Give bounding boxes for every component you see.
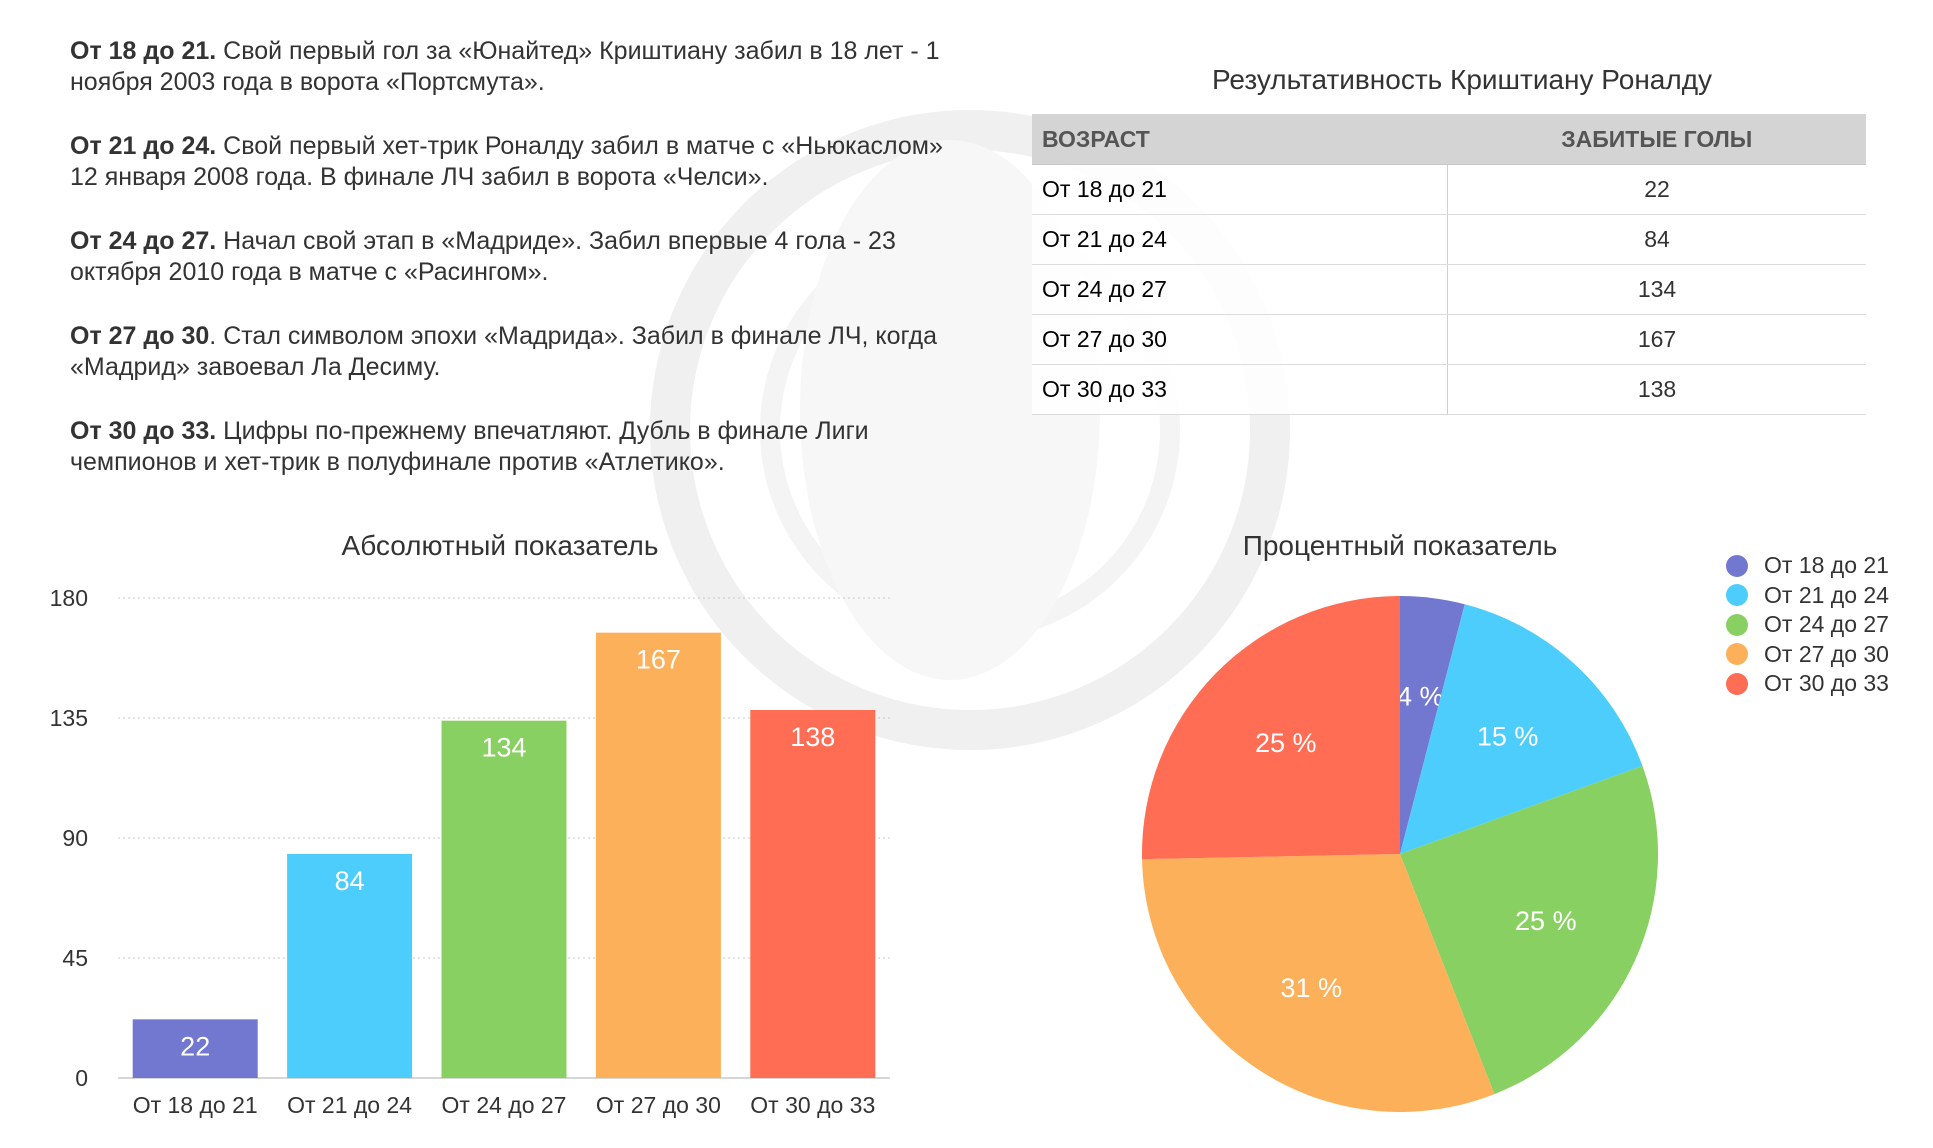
y-tick-label: 180: [50, 585, 88, 611]
legend-item: От 30 до 33: [1726, 669, 1889, 699]
legend-label: От 18 до 21: [1764, 552, 1889, 579]
story-paragraph: От 21 до 24. Свой первый хет-трик Роналд…: [70, 131, 950, 193]
bar-value-label: 22: [180, 1031, 210, 1061]
y-tick-label: 0: [75, 1065, 88, 1091]
goals-cell: 167: [1447, 314, 1866, 365]
pie-percent-label: 31 %: [1281, 973, 1343, 1003]
legend-label: От 21 до 24: [1764, 581, 1889, 608]
legend-swatch: [1726, 613, 1748, 636]
legend-swatch: [1726, 584, 1748, 607]
story-paragraph: От 30 до 33. Цифры по-прежнему впечатляю…: [70, 416, 950, 478]
story-lead: От 21 до 24.: [70, 132, 217, 160]
bar: [287, 854, 413, 1078]
bar-value-label: 84: [335, 866, 365, 896]
legend-item: От 18 до 21: [1726, 551, 1889, 581]
y-tick-label: 45: [62, 945, 88, 971]
x-tick-label: От 18 до 21: [133, 1092, 258, 1118]
pie-chart-title: Процентный показатель: [1242, 530, 1558, 561]
pie-legend: От 18 до 21 От 21 до 24 От 24 до 27 От 27 д…: [1726, 551, 1889, 699]
goals-table: ВОЗРАСТ ЗАБИТЫЕ ГОЛЫ От 18 до 21 22 От 21…: [1032, 114, 1866, 415]
story-paragraph: От 18 до 21. Свой первый гол за «Юнайтед…: [70, 36, 950, 98]
x-tick-label: От 24 до 27: [442, 1092, 567, 1118]
header-goals: ЗАБИТЫЕ ГОЛЫ: [1447, 114, 1866, 165]
bar-chart-title: Абсолютный показатель: [341, 530, 659, 561]
goals-cell: 22: [1447, 164, 1866, 215]
pie-percent-label: 25 %: [1515, 906, 1577, 936]
age-cell: От 21 до 24: [1032, 214, 1448, 265]
legend-item: От 24 до 27: [1726, 610, 1889, 640]
pie-slice: [1400, 604, 1643, 854]
x-tick-label: От 21 до 24: [287, 1092, 412, 1118]
table-header-row: ВОЗРАСТ ЗАБИТЫЕ ГОЛЫ: [1032, 114, 1866, 165]
table-row: От 21 до 24 84: [1032, 214, 1866, 265]
story-body: Цифры по-прежнему впечатляют. Дубль в фи…: [70, 417, 869, 476]
story-lead: От 24 до 27.: [70, 227, 217, 255]
bar: [132, 1019, 258, 1078]
pie-percent-label: 4 %: [1397, 681, 1444, 711]
legend-swatch: [1726, 672, 1748, 695]
goals-cell: 84: [1447, 214, 1866, 265]
age-cell: От 30 до 33: [1032, 364, 1448, 415]
story-body: Начал свой этап в «Мадриде». Забил вперв…: [70, 227, 896, 286]
x-tick-label: От 27 до 30: [596, 1092, 721, 1118]
pie-percent-label: 25 %: [1255, 728, 1317, 758]
pie-percent-label: 15 %: [1477, 722, 1539, 752]
age-cell: От 24 до 27: [1032, 264, 1448, 315]
legend-label: От 30 до 33: [1764, 670, 1889, 697]
legend-swatch: [1726, 643, 1748, 666]
bar-value-label: 138: [790, 722, 835, 752]
header-age: ВОЗРАСТ: [1032, 114, 1448, 165]
table-title: Результативность Криштиану Роналду: [1211, 64, 1713, 95]
goals-cell: 134: [1447, 264, 1866, 315]
bar-value-label: 134: [481, 733, 526, 763]
table-row: От 27 до 30 167: [1032, 314, 1866, 365]
story-text: От 18 до 21. Свой первый гол за «Юнайтед…: [70, 36, 950, 511]
legend-label: От 27 до 30: [1764, 640, 1889, 667]
bar: [750, 710, 876, 1078]
table-row: От 30 до 33 138: [1032, 364, 1866, 415]
pie-slice: [1400, 596, 1465, 854]
goals-cell: 138: [1447, 364, 1866, 415]
table-row: От 18 до 21 22: [1032, 164, 1866, 215]
story-paragraph: От 24 до 27. Начал свой этап в «Мадриде»…: [70, 226, 950, 288]
y-tick-label: 135: [50, 705, 88, 731]
legend-swatch: [1726, 554, 1748, 577]
age-cell: От 27 до 30: [1032, 314, 1448, 365]
story-body: Свой первый гол за «Юнайтед» Криштиану з…: [70, 37, 940, 96]
bar-value-label: 167: [636, 645, 681, 675]
story-lead: От 27 до 30: [70, 322, 210, 350]
age-cell: От 18 до 21: [1032, 164, 1448, 215]
story-body: . Стал символом эпохи «Мадрида». Забил в…: [70, 322, 938, 381]
pie-slice: [1400, 765, 1658, 1095]
pie-slice: [1142, 596, 1400, 860]
story-lead: От 30 до 33.: [70, 417, 217, 445]
x-tick-label: От 30 до 33: [750, 1092, 875, 1118]
pie-chart: 4 % 15 % 25 % 31 % 25 %: [1142, 596, 1658, 1112]
story-lead: От 18 до 21.: [70, 37, 217, 65]
bar: [441, 720, 567, 1078]
y-tick-label: 90: [62, 825, 88, 851]
table-row: От 24 до 27 134: [1032, 264, 1866, 315]
bar: [595, 632, 721, 1078]
bar-chart: 0 45 90 135 180 22 От 18 до 21 84 От 21 до 24 134…: [50, 585, 890, 1118]
story-body: Свой первый хет-трик Роналду забил в мат…: [70, 132, 943, 191]
legend-item: От 21 до 24: [1726, 581, 1889, 611]
story-paragraph: От 27 до 30. Стал символом эпохи «Мадрид…: [70, 321, 950, 383]
legend-label: От 24 до 27: [1764, 611, 1889, 638]
pie-slice: [1142, 854, 1495, 1112]
legend-item: От 27 до 30: [1726, 640, 1889, 670]
